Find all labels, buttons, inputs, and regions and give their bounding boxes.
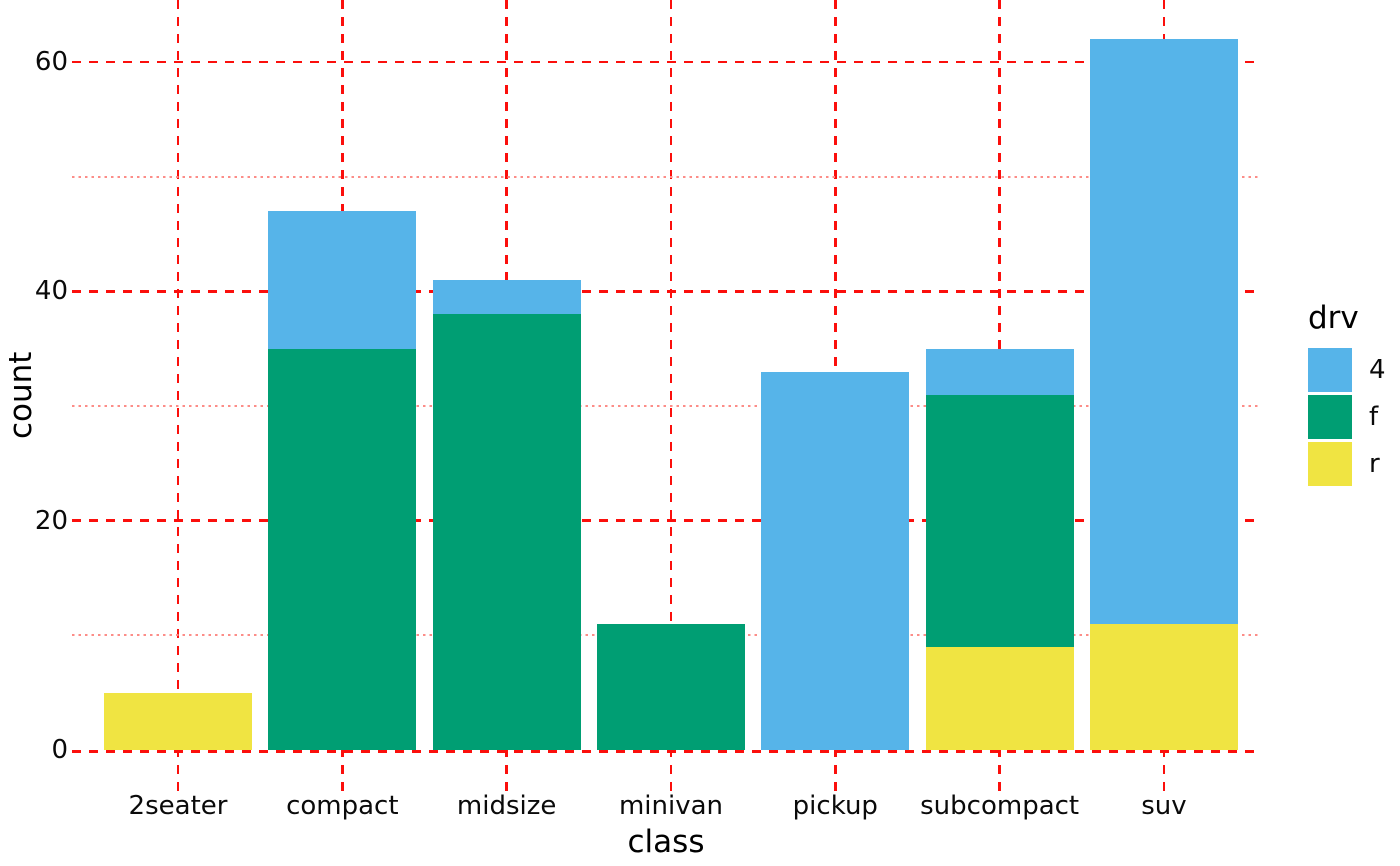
legend-label-4: 4 [1369, 355, 1386, 385]
bar-2seater-r [104, 692, 252, 750]
bar-compact-f [268, 348, 417, 750]
bar-suv-4 [1089, 39, 1238, 624]
legend-label-r: r [1369, 449, 1380, 479]
x-tick-label-pickup: pickup [792, 791, 878, 821]
bar-midsize-4 [432, 279, 581, 315]
gridline-vertical-minivan [669, 0, 673, 791]
gridline-major-y20 [72, 519, 1258, 522]
x-tick-label-midsize: midsize [456, 791, 557, 821]
y-axis-title: count [3, 351, 39, 440]
legend-swatch-r [1308, 442, 1352, 486]
legend-label-f: f [1369, 402, 1379, 432]
gridline-vertical-2seater [176, 0, 180, 791]
legend-item-f: f [1308, 395, 1386, 439]
x-tick-label-suv: suv [1141, 791, 1187, 821]
bar-midsize-f [432, 314, 581, 750]
x-axis-title: class [627, 824, 705, 860]
gridline-major-y60 [72, 60, 1258, 64]
bar-subcompact-4 [925, 348, 1074, 395]
x-tick-label-minivan: minivan [618, 791, 724, 821]
y-tick-label-40: 40 [34, 276, 68, 307]
gridline-major-y40 [72, 290, 1258, 293]
bar-compact-4 [268, 211, 417, 349]
gridline-major-y0 [72, 750, 1258, 753]
y-tick-label-60: 60 [34, 47, 68, 77]
bar-subcompact-r [925, 646, 1074, 750]
bar-minivan-f [596, 623, 745, 750]
legend-item-r: r [1308, 442, 1386, 486]
y-tick-label-0: 0 [51, 735, 68, 765]
legend-swatch-4 [1308, 348, 1352, 392]
legend-item-4: 4 [1308, 348, 1386, 392]
gridline-minor-y30 [72, 405, 1258, 407]
bar-suv-r [1089, 623, 1238, 750]
y-tick-label-20: 20 [34, 505, 68, 536]
x-tick-label-2seater: 2seater [128, 791, 228, 821]
legend: drv 4 f r [1308, 300, 1386, 486]
gridline-minor-y50 [72, 175, 1258, 178]
bar-pickup-4 [761, 371, 910, 750]
bar-subcompact-f [925, 394, 1074, 647]
legend-title: drv [1308, 300, 1359, 336]
legend-swatch-f [1308, 395, 1352, 439]
legend-items: 4 f r [1308, 348, 1386, 486]
x-tick-label-subcompact: subcompact [920, 791, 1080, 821]
x-tick-label-compact: compact [286, 791, 399, 821]
